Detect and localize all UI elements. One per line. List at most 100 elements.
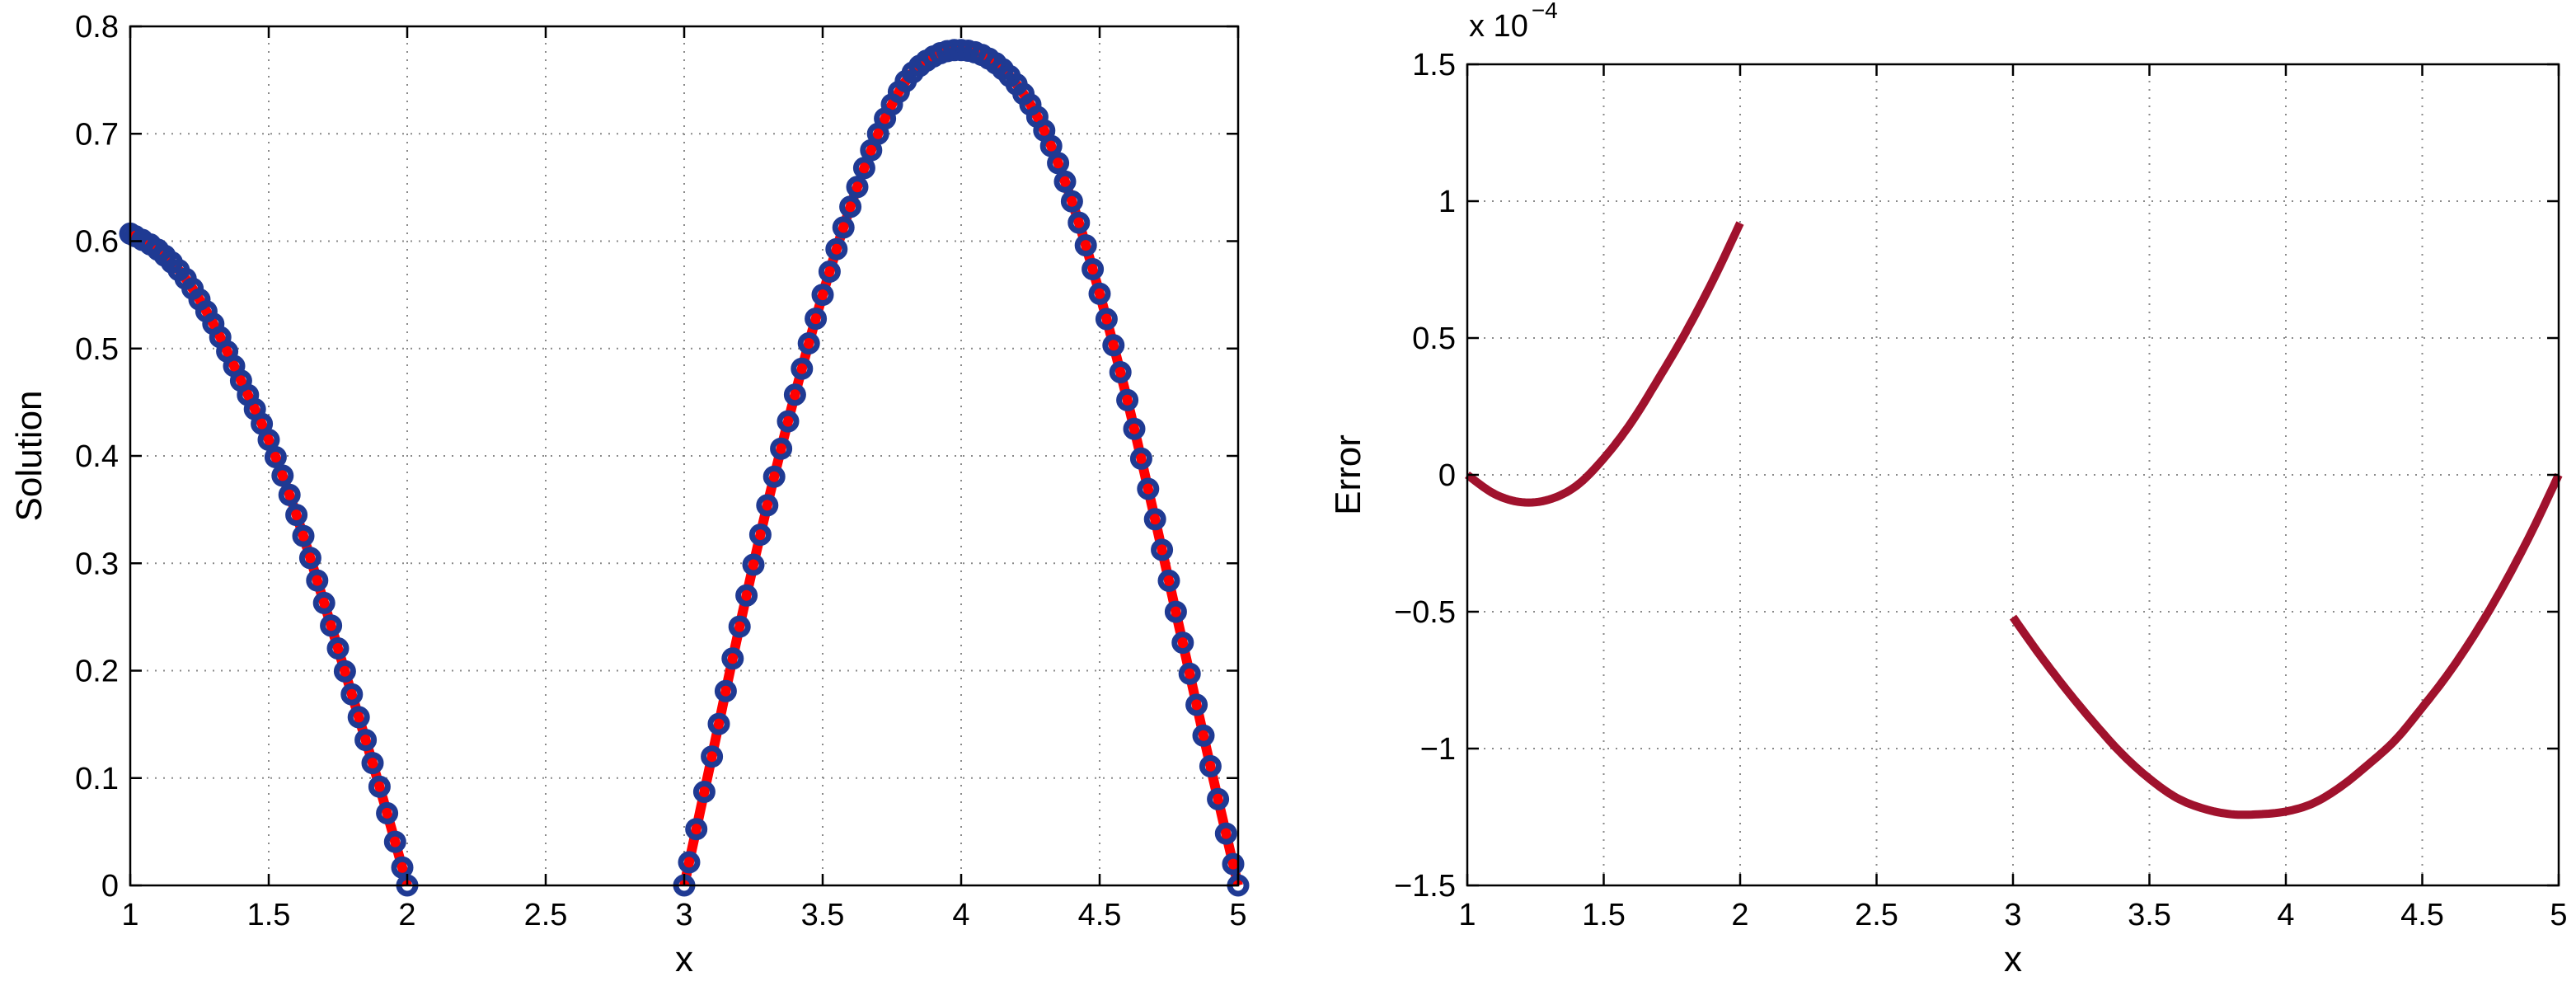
data-point-marker xyxy=(818,261,841,283)
y-tick-label: 0.3 xyxy=(75,547,119,581)
y-exponent-power: −4 xyxy=(1532,0,1558,23)
data-point-marker xyxy=(1199,754,1222,777)
data-point-marker xyxy=(368,775,391,798)
x-tick-label: 1.5 xyxy=(1582,898,1626,932)
x-tick-label: 4.5 xyxy=(1078,898,1122,932)
data-point-marker xyxy=(791,357,814,380)
y-tick-label: −0.5 xyxy=(1394,595,1456,630)
data-point-marker xyxy=(1116,388,1139,411)
data-point-marker xyxy=(292,524,315,547)
error-plot: 1 1.5 2 2.5 3 3.5 4 4.5 5 −1.5 −1 −0.5 0 0.5 1 1.5 x Erro… xyxy=(1328,0,2568,979)
data-point-marker xyxy=(326,637,350,660)
data-point-marker xyxy=(306,569,329,592)
data-point-marker xyxy=(735,584,758,607)
data-point-marker xyxy=(1214,822,1237,845)
series-line xyxy=(2009,472,2563,819)
y-tick-label: 0.5 xyxy=(1412,322,1456,356)
data-point-marker xyxy=(811,284,834,307)
y-tick-label: 0.2 xyxy=(75,655,119,689)
data-point-marker xyxy=(1129,447,1152,470)
data-point-marker xyxy=(1157,569,1180,592)
data-point-marker xyxy=(1067,211,1091,234)
y-tick-label: 0.7 xyxy=(75,117,119,152)
y-tick-label: 0.4 xyxy=(75,439,119,474)
x-tick-label: 3 xyxy=(2004,898,2021,932)
y-axis-label: Error xyxy=(1328,434,1368,515)
data-point-marker xyxy=(383,830,406,853)
data-point-marker xyxy=(340,683,364,706)
data-point-marker xyxy=(376,801,399,824)
data-point-marker xyxy=(1164,600,1187,623)
data-point-marker xyxy=(805,308,828,331)
data-point-marker xyxy=(846,176,869,199)
series-line xyxy=(1465,221,1744,507)
data-point-marker xyxy=(692,781,716,803)
x-tick-label: 4 xyxy=(2277,898,2294,932)
data-point-marker xyxy=(1137,477,1160,500)
x-tick-label: 5 xyxy=(1229,898,1246,932)
data-point-marker xyxy=(312,591,335,614)
x-tick-label: 3.5 xyxy=(801,898,845,932)
y-tick-label: 0.1 xyxy=(75,762,119,796)
data-point-marker xyxy=(770,437,793,460)
data-point-marker xyxy=(1222,852,1245,876)
data-point-marker xyxy=(354,729,378,752)
data-point-marker xyxy=(762,465,786,488)
x-tick-label: 1.5 xyxy=(247,898,291,932)
data-point-marker xyxy=(264,446,287,468)
data-point-marker xyxy=(1171,632,1194,655)
y-tick-label: 0.8 xyxy=(75,10,119,45)
y-tick-label: 0 xyxy=(101,869,119,904)
y-tick-label: −1.5 xyxy=(1394,869,1456,904)
x-tick-label: 3.5 xyxy=(2128,898,2171,932)
data-point-marker xyxy=(742,553,765,576)
data-point-marker xyxy=(1143,508,1166,531)
x-tick-label: 3 xyxy=(675,898,692,932)
data-point-marker xyxy=(1047,152,1070,175)
data-point-marker xyxy=(1102,334,1125,357)
data-point-marker xyxy=(714,679,737,702)
data-point-marker xyxy=(748,524,772,547)
data-point-marker xyxy=(257,429,280,451)
x-tick-label: 4 xyxy=(952,898,969,932)
data-point-marker xyxy=(1053,170,1077,193)
data-point-marker xyxy=(852,157,875,180)
data-point-marker xyxy=(1060,190,1083,213)
y-tick-label: 1 xyxy=(1438,185,1456,219)
data-point-marker xyxy=(298,547,321,570)
data-point-marker xyxy=(1109,361,1132,383)
x-axis-label: x xyxy=(675,939,693,979)
x-tick-label: 2 xyxy=(1731,898,1748,932)
data-point-marker xyxy=(1178,662,1201,685)
y-tick-label: 0 xyxy=(1438,458,1456,493)
data-point-marker xyxy=(1192,724,1215,747)
data-point-marker xyxy=(1123,417,1146,440)
data-point-marker xyxy=(721,647,744,670)
data-point-marker xyxy=(1039,134,1063,157)
series-line xyxy=(127,229,412,887)
solution-plot: 1 1.5 2 2.5 3 3.5 4 4.5 5 0 0.1 0.2 0.3 0.4 0.5 0.6 0.7 0… xyxy=(9,10,1250,979)
y-exponent-label: x 10 xyxy=(1469,9,1528,44)
data-point-marker xyxy=(756,494,779,517)
y-tick-label: 0.5 xyxy=(75,332,119,367)
data-point-marker xyxy=(1074,234,1097,257)
data-point-marker xyxy=(777,410,800,433)
x-tick-label: 2 xyxy=(398,898,415,932)
y-tick-label: −1 xyxy=(1420,732,1456,767)
data-point-marker xyxy=(839,195,862,218)
data-point-marker xyxy=(707,712,730,735)
data-point-marker xyxy=(285,504,308,527)
x-tick-label: 2.5 xyxy=(524,898,568,932)
data-point-marker xyxy=(1088,282,1111,305)
data-point-marker xyxy=(271,464,294,487)
y-axis-label: Solution xyxy=(9,390,49,521)
x-tick-label: 5 xyxy=(2550,898,2567,932)
y-tick-label: 1.5 xyxy=(1412,48,1456,82)
data-point-marker xyxy=(728,615,751,638)
x-axis-label: x xyxy=(2004,939,2022,979)
x-tick-label: 1 xyxy=(1458,898,1476,932)
data-point-marker xyxy=(678,851,701,874)
data-point-marker xyxy=(1207,787,1230,810)
data-point-marker xyxy=(825,237,848,261)
data-point-marker xyxy=(1082,258,1105,280)
